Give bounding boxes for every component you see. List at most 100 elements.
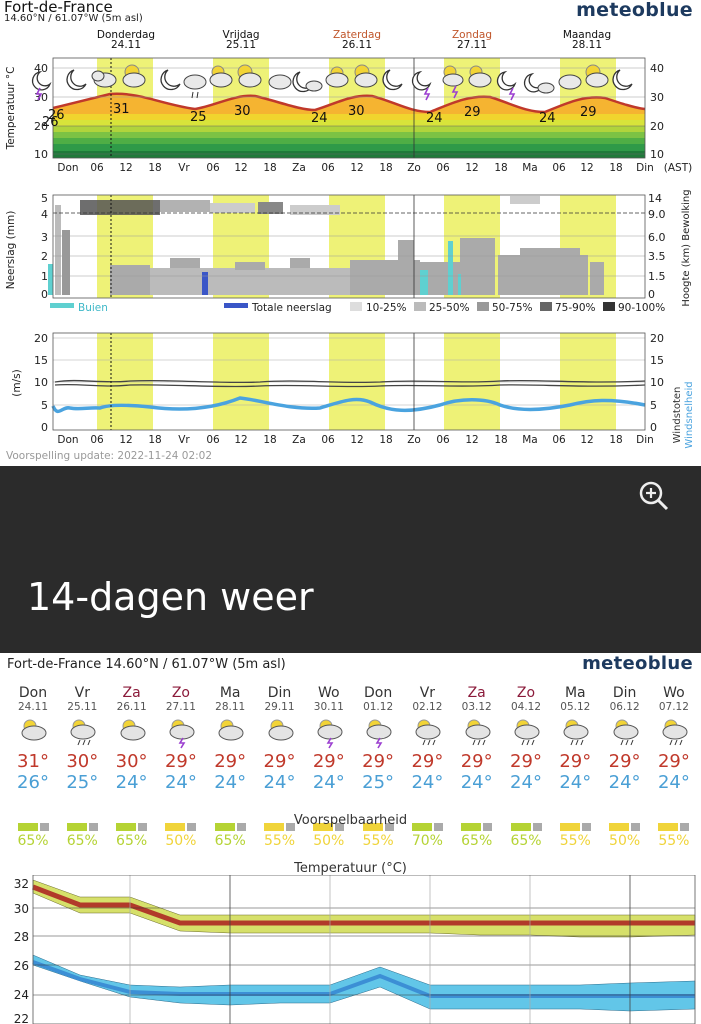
precip-ytick: 3: [41, 231, 48, 244]
predictability-pct: 70%: [411, 833, 443, 849]
day-column[interactable]: Ma 05.12 29° 24° 55%: [550, 685, 600, 849]
sun-cloud-icon: [209, 65, 233, 88]
sun-cloud-icon: [122, 64, 146, 88]
min-temp: 24°: [214, 772, 247, 793]
day-header-date: 28.11: [572, 39, 602, 51]
svg-text:18: 18: [263, 162, 276, 174]
min-temp: 25°: [362, 772, 395, 793]
gust-label: Windstoten: [672, 387, 683, 444]
day-name: Don: [363, 685, 393, 701]
sun-cloud-icon: [255, 717, 305, 751]
temp-label: 30: [348, 104, 365, 119]
min-temp: 24°: [657, 772, 690, 793]
day-column[interactable]: Vr 25.11 30° 25° 65%: [57, 685, 107, 849]
moon-icon: [160, 69, 181, 91]
trend-ytick: 32: [14, 877, 29, 891]
forecast-14day-panel: Fort-de-France 14.60°N / 61.07°W (5m asl…: [0, 653, 701, 1024]
day-date: 01.12: [363, 701, 394, 713]
predictability-bar: [402, 823, 452, 831]
temp-ytick-right: 10: [650, 148, 664, 161]
day-column[interactable]: Ma 28.11 29° 24° 65%: [205, 685, 255, 849]
moon-thunder-icon: [496, 70, 517, 101]
wind-ytick-right: 10: [650, 376, 664, 389]
day-name: Za: [467, 685, 486, 701]
day-column[interactable]: Don 01.12 29° 25° 55%: [353, 685, 403, 849]
wind-ytick-right: 20: [650, 332, 664, 345]
predictability-pct: 50%: [313, 833, 345, 849]
svg-text:18: 18: [148, 434, 161, 446]
cloud-thunder-icon: [304, 717, 354, 751]
temp-label: 30: [234, 104, 251, 119]
day-column[interactable]: Zo 04.12 29° 24° 65%: [501, 685, 551, 849]
meteogram-panel: Fort-de-France 14.60°N / 61.07°W (5m asl…: [0, 0, 701, 466]
zoom-icon[interactable]: [638, 480, 670, 512]
predictability-pct: 65%: [17, 833, 49, 849]
predictability-bar: [156, 823, 206, 831]
day-column[interactable]: Din 29.11 29° 24° 55%: [255, 685, 305, 849]
day-column[interactable]: Don 24.11 31° 26° 65%: [8, 685, 58, 849]
precipitation-chart: 5 4 3 2 1 0 14 9.0 6.0 3.5 1.5 0 Neersla…: [5, 189, 692, 306]
temp-ytick-right: 20: [650, 120, 664, 133]
day-column[interactable]: Vr 02.12 29° 24° 70%: [402, 685, 452, 849]
svg-text:18: 18: [494, 434, 507, 446]
day-column[interactable]: Za 03.12 29° 24° 65%: [452, 685, 502, 849]
temp-ytick-right: 40: [650, 62, 664, 75]
svg-text:50-75%: 50-75%: [492, 302, 533, 314]
day-header-date: 27.11: [457, 39, 487, 51]
day-name: Ma: [564, 685, 586, 701]
precip-ytick: 4: [41, 208, 48, 221]
wind-ytick: 10: [34, 376, 48, 389]
min-temp: 24°: [559, 772, 592, 793]
predictability-pct: 65%: [214, 833, 246, 849]
predictability-bar: [255, 823, 305, 831]
day-date: 02.12: [412, 701, 443, 713]
min-temp: 25°: [66, 772, 99, 793]
svg-text:18: 18: [379, 434, 392, 446]
moon-thunder-icon: [411, 70, 432, 101]
svg-text:06: 06: [321, 434, 335, 446]
precip-ylabel: Neerslag (mm): [5, 211, 17, 290]
day-column[interactable]: Za 26.11 30° 24° 65%: [107, 685, 157, 849]
svg-text:Zo: Zo: [407, 162, 421, 174]
trend-ytick: 28: [14, 930, 29, 944]
sun-cloud-icon: [237, 64, 262, 88]
max-temp: 29°: [411, 751, 444, 772]
moon-icon: [612, 69, 633, 91]
predictability-bar: [8, 823, 58, 831]
svg-text:06: 06: [90, 434, 104, 446]
predictability-pct: 55%: [658, 833, 690, 849]
day-date: 07.12: [658, 701, 689, 713]
wind-ytick: 20: [34, 332, 48, 345]
meteoblue-logo[interactable]: meteoblue: [576, 0, 693, 21]
temperature-trend-chart: 32 30 28 26 24 22: [14, 875, 696, 1024]
svg-text:Din: Din: [636, 162, 654, 174]
svg-text:12: 12: [465, 434, 478, 446]
predictability-bar: [550, 823, 600, 831]
day-column[interactable]: Wo 07.12 29° 24° 55%: [649, 685, 699, 849]
max-temp: 29°: [214, 751, 247, 772]
svg-text:12: 12: [234, 434, 247, 446]
section-title: 14-dagen weer: [27, 575, 314, 619]
wind-chart: 20 15 10 5 0 20 15 10 5 0 (m/s) Windstot…: [11, 332, 695, 449]
cloud-thunder-icon: [353, 717, 403, 751]
max-temp: 30°: [66, 751, 99, 772]
cloud-icon: [268, 74, 292, 90]
moon-cloud-icon: [523, 72, 555, 94]
predictability-pct: 50%: [609, 833, 641, 849]
precip-legend: Buien Totale neerslag 10-25% 25-50% 50-7…: [50, 302, 665, 314]
temp-label: 26: [48, 108, 65, 123]
sun-cloud-rain-icon: [402, 717, 452, 751]
max-temp: 29°: [559, 751, 592, 772]
legend-total: Totale neerslag: [251, 302, 332, 314]
predictability-pct: 65%: [461, 833, 493, 849]
temp-ytick: 20: [34, 120, 48, 133]
day-header-name: Zondag: [452, 29, 492, 41]
day-column[interactable]: Zo 27.11 29° 24° 50%: [156, 685, 206, 849]
min-temp: 26°: [17, 772, 49, 793]
svg-text:12: 12: [465, 162, 478, 174]
min-temp: 24°: [608, 772, 641, 793]
day-column[interactable]: Din 06.12 29° 24° 50%: [600, 685, 650, 849]
meteoblue-logo[interactable]: meteoblue: [582, 653, 693, 674]
day-column[interactable]: Wo 30.11 29° 24° 50%: [304, 685, 354, 849]
weather-icons-row: [31, 64, 633, 101]
